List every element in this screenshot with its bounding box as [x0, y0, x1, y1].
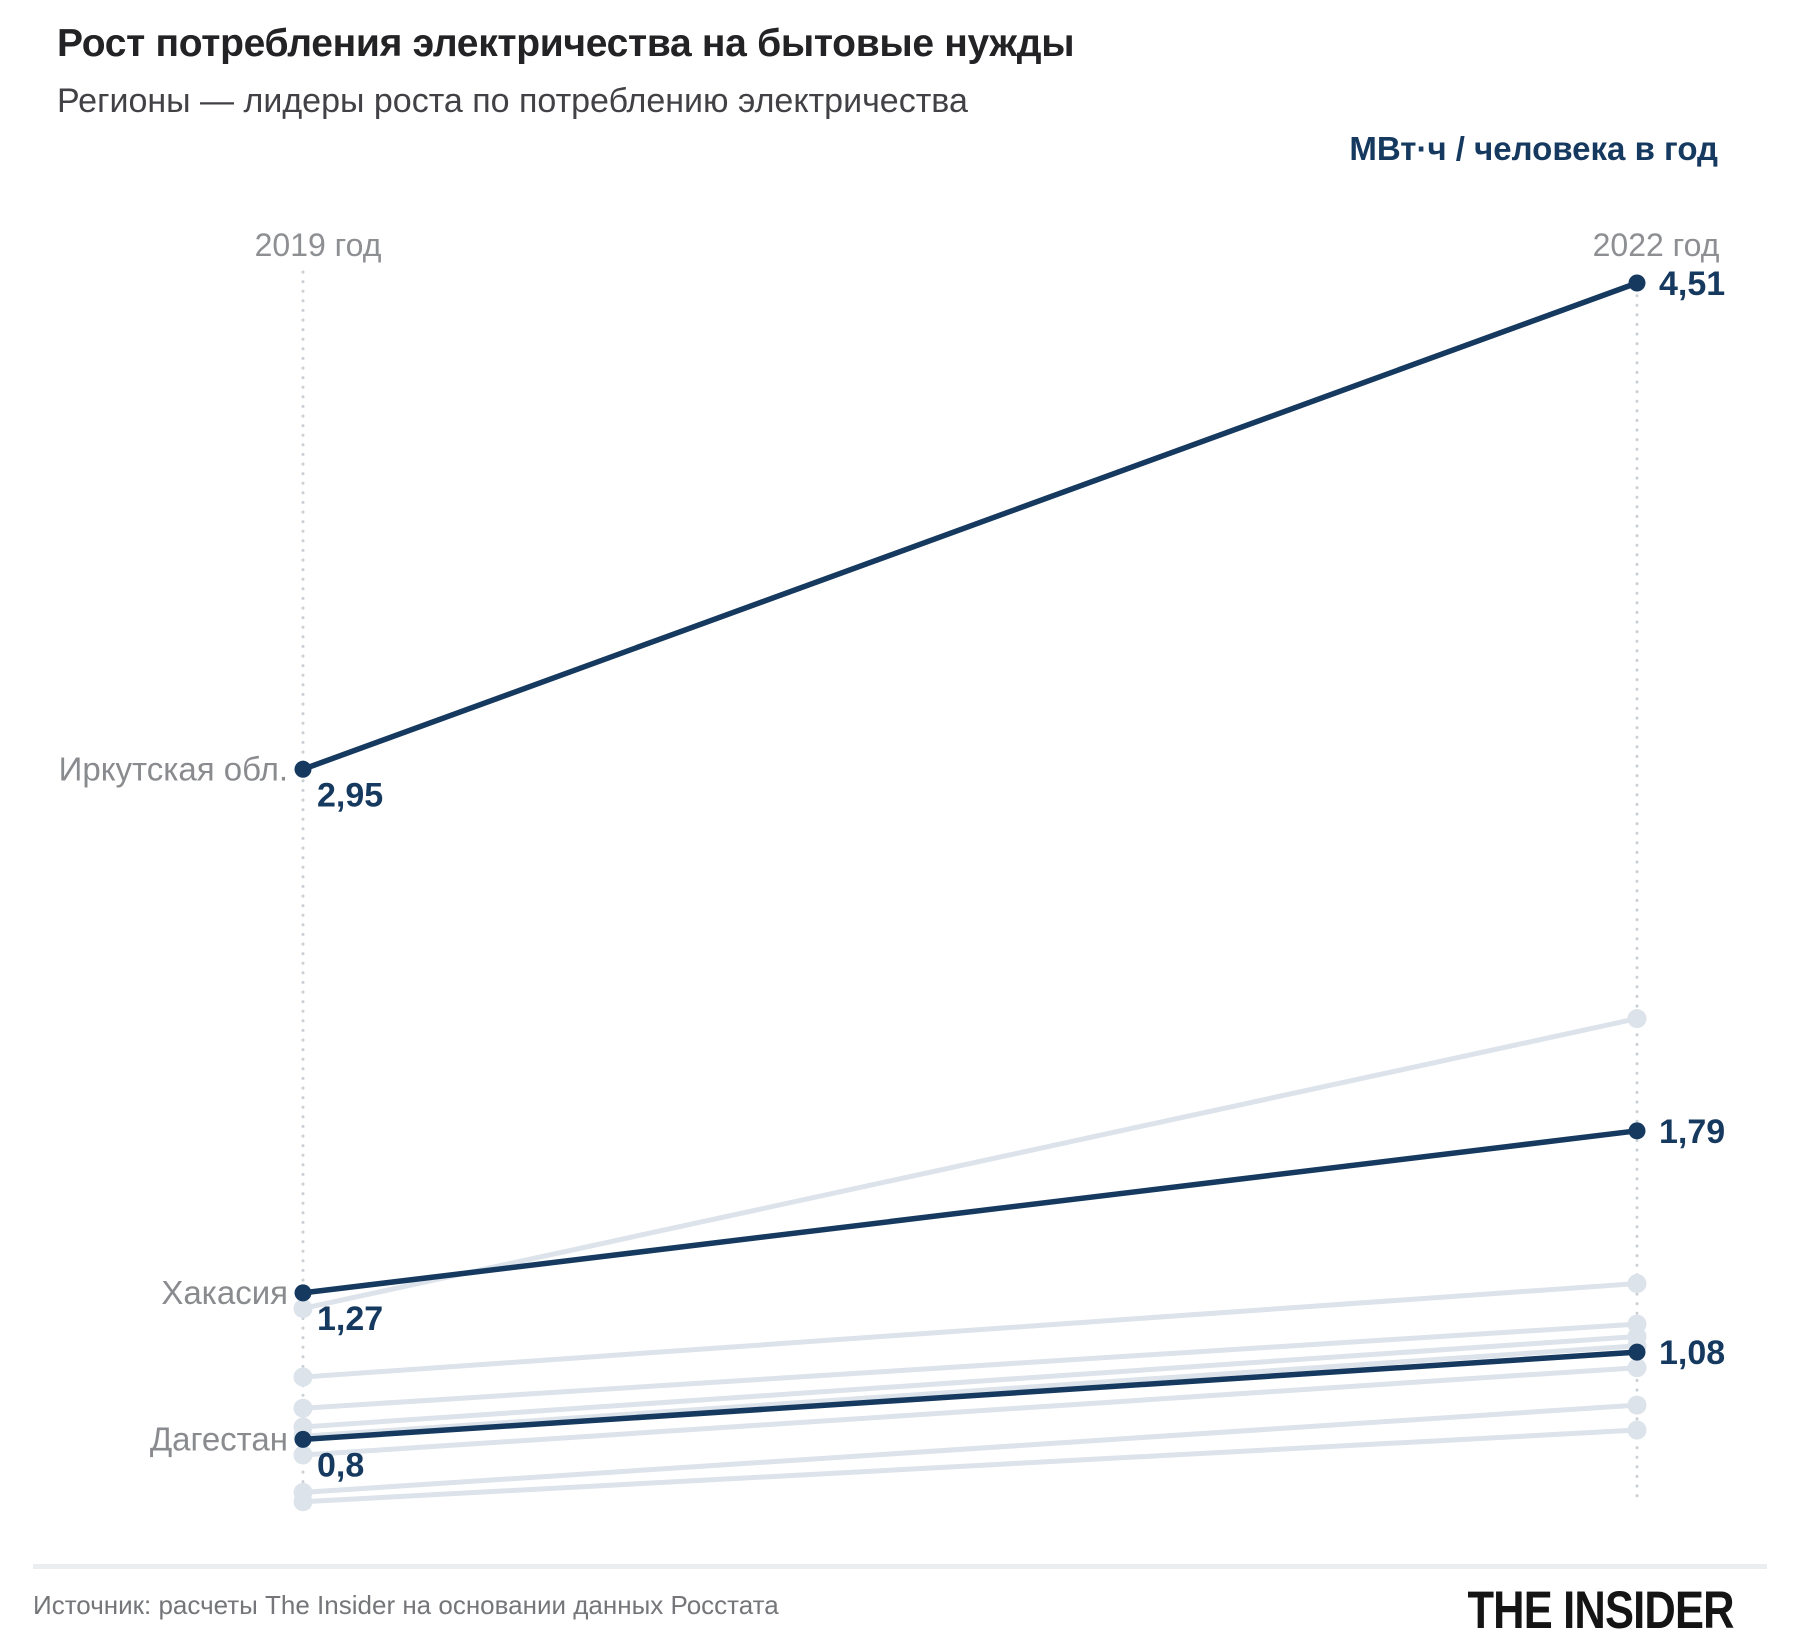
value-label-2019: 1,27: [317, 1300, 383, 1338]
background-point-2022: [1627, 1358, 1647, 1378]
highlight-point-2022: [1628, 1343, 1646, 1361]
highlight-point-2019: [294, 1430, 312, 1448]
value-label-2022: 4,51: [1659, 265, 1725, 303]
highlight-point-2019: [294, 760, 312, 778]
column-label-2022: 2022 год: [1593, 227, 1720, 263]
highlight-point-2022: [1628, 274, 1646, 292]
background-point-2022: [1627, 1420, 1647, 1440]
background-slope-line: [302, 1281, 1638, 1380]
chart-title: Рост потребления электричества на бытовы…: [57, 22, 1075, 65]
background-point-2019: [293, 1367, 313, 1387]
highlight-point-2019: [294, 1284, 312, 1302]
background-slope-line: [302, 1365, 1638, 1458]
region-label: Иркутская обл.: [59, 750, 288, 787]
background-slope-line: [302, 1427, 1638, 1505]
highlight-slope-line: [302, 280, 1638, 772]
highlight-point-2022: [1628, 1122, 1646, 1140]
unit-label: МВт·ч / человека в год: [1349, 130, 1718, 167]
value-label-2022: 1,08: [1659, 1334, 1725, 1372]
column-label-2019: 2019 год: [255, 227, 382, 263]
background-point-2019: [293, 1492, 313, 1512]
footer-divider: [33, 1564, 1767, 1569]
highlight-slope-line: [302, 1128, 1638, 1296]
region-label: Дагестан: [150, 1420, 288, 1457]
highlight-slope-line: [302, 1349, 1638, 1443]
value-label-2019: 2,95: [317, 776, 383, 814]
value-label-2022: 1,79: [1659, 1113, 1725, 1151]
background-slope-line: [302, 1334, 1638, 1430]
background-slope-line: [302, 1343, 1638, 1439]
the-insider-logo: THE INSIDER: [1467, 1581, 1735, 1640]
background-slope-line: [302, 1402, 1638, 1495]
background-point-2022: [1627, 1395, 1647, 1415]
region-label: Хакасия: [161, 1274, 288, 1311]
source-text: Источник: расчеты The Insider на основан…: [33, 1590, 779, 1620]
background-point-2019: [293, 1445, 313, 1465]
chart-subtitle: Регионы — лидеры роста по потреблению эл…: [57, 82, 968, 120]
value-label-2019: 0,8: [317, 1446, 364, 1484]
background-slope-line: [302, 1016, 1638, 1311]
background-slope-line: [302, 1321, 1638, 1411]
background-point-2022: [1627, 1274, 1647, 1294]
background-point-2019: [293, 1398, 313, 1418]
background-point-2019: [293, 1298, 313, 1318]
background-point-2022: [1627, 1009, 1647, 1029]
